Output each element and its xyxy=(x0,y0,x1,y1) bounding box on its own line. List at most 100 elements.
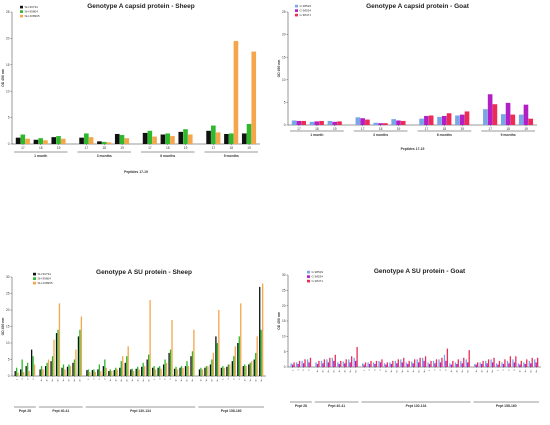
bar xyxy=(229,364,231,376)
bar xyxy=(104,359,106,376)
bar xyxy=(331,357,334,367)
bar xyxy=(14,371,16,376)
bar xyxy=(79,137,84,144)
bar xyxy=(255,352,257,376)
y-tick-label: 5 xyxy=(8,358,10,362)
bar xyxy=(363,364,365,367)
bar xyxy=(160,368,162,376)
bar xyxy=(138,369,140,376)
bar xyxy=(309,121,315,125)
x-tick-label: 6m xyxy=(255,378,257,381)
bar xyxy=(105,367,107,376)
x-tick-label: 1 xyxy=(16,378,18,380)
chart-su-goat: Genotype A SU protein - Goat 0 5 10 15 20 25 30… xyxy=(275,212,550,425)
legend-swatch xyxy=(33,281,36,285)
bar xyxy=(100,371,102,376)
x-tick-label: 3 xyxy=(435,369,437,371)
bar xyxy=(301,120,306,125)
bar xyxy=(356,347,358,367)
x-tick-label: 6 xyxy=(99,378,101,380)
bar xyxy=(51,137,57,144)
bar xyxy=(390,363,393,367)
x-tick-label: 3m xyxy=(323,369,325,372)
bar xyxy=(168,352,170,376)
legend-label: SH 99734 xyxy=(38,272,52,276)
y-tick-label: 10 xyxy=(282,78,286,82)
x-tick-label: 1m xyxy=(386,369,388,372)
x-tick-label: 9m xyxy=(126,378,128,381)
bar xyxy=(443,354,446,367)
x-tick-label: 19 xyxy=(524,127,528,131)
group-label: Pept 158-160 xyxy=(221,409,242,413)
bar xyxy=(186,361,188,376)
bar xyxy=(69,366,72,376)
bar xyxy=(108,371,110,376)
bar xyxy=(379,362,382,367)
bar xyxy=(460,360,462,367)
x-tick-label: 9m xyxy=(80,378,82,381)
bar xyxy=(298,360,301,367)
group-label: 6 months xyxy=(160,154,175,158)
bar xyxy=(485,360,487,367)
bar xyxy=(351,356,353,367)
bar xyxy=(309,357,312,367)
x-tick-label: 1m xyxy=(317,369,319,372)
x-tick-label: 17 xyxy=(212,146,216,150)
y-axis-label: OD 450 nm xyxy=(277,312,281,330)
bar xyxy=(86,370,88,376)
bar xyxy=(483,109,488,125)
bar xyxy=(20,369,22,376)
bar xyxy=(422,357,424,367)
bar xyxy=(502,363,505,367)
bar xyxy=(362,363,364,367)
bar xyxy=(248,364,250,376)
bar xyxy=(165,362,168,376)
x-tick-label: 3 xyxy=(369,369,371,371)
bar xyxy=(326,359,328,367)
bar xyxy=(153,366,155,376)
x-tick-label: 9m xyxy=(192,378,194,381)
bar xyxy=(530,363,532,367)
y-tick-label: 5 xyxy=(284,101,286,105)
x-tick-label: 9 xyxy=(446,369,448,371)
x-tick-label: 6m xyxy=(143,378,145,381)
bar xyxy=(290,363,292,367)
bar xyxy=(261,283,264,376)
bar xyxy=(459,114,465,125)
group-label: 1 month xyxy=(310,133,323,137)
bar xyxy=(33,364,36,376)
bar xyxy=(308,362,310,367)
bar xyxy=(481,363,483,367)
bar xyxy=(46,362,48,376)
bar xyxy=(130,369,132,376)
bar xyxy=(537,357,539,367)
bar xyxy=(238,336,240,376)
legend-swatch xyxy=(20,14,23,18)
bar xyxy=(437,116,442,125)
x-tick-label: 18 xyxy=(443,127,447,131)
bar xyxy=(200,367,202,376)
bar xyxy=(486,363,488,367)
bar xyxy=(38,138,43,144)
x-tick-label: 9m xyxy=(261,378,263,381)
bar xyxy=(260,329,262,376)
bar xyxy=(124,362,126,376)
x-tick-label: 1m xyxy=(520,369,522,372)
x-tick-label: 6m xyxy=(530,369,532,372)
x-tick-label: 6 xyxy=(233,378,235,380)
bar xyxy=(428,115,434,125)
bar xyxy=(348,359,350,367)
group-label: 3 months xyxy=(97,154,112,158)
x-tick-label: 1 xyxy=(223,378,225,380)
bar xyxy=(492,104,498,125)
legend-swatch xyxy=(295,9,298,12)
bar xyxy=(513,362,516,367)
bar xyxy=(378,123,383,125)
bar xyxy=(87,369,90,376)
bar xyxy=(106,142,112,144)
bar xyxy=(304,359,306,367)
x-tick-label: 18 xyxy=(39,146,43,150)
x-tick-label: 3m xyxy=(206,378,208,381)
y-tick-label: 15 xyxy=(282,55,286,59)
legend-swatch xyxy=(20,5,23,9)
